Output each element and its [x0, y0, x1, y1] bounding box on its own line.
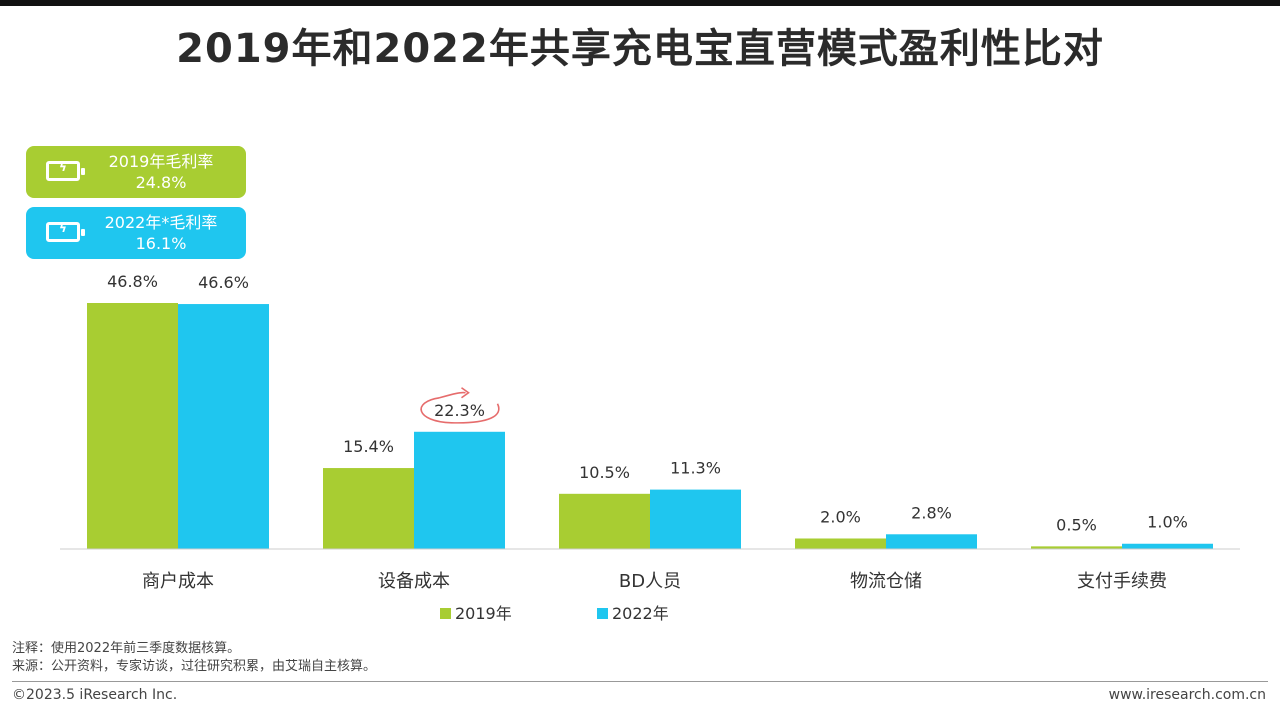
- data-label: 1.0%: [1147, 513, 1188, 532]
- page-title: 2019年和2022年共享充电宝直营模式盈利性比对: [176, 26, 1104, 72]
- badge-label: 2022年*毛利率: [104, 213, 218, 232]
- notes: 注释：使用2022年前三季度数据核算。 来源：公开资料，专家访谈，过往研究积累，…: [12, 640, 376, 676]
- bar-2022年-设备成本: [414, 431, 505, 549]
- category-label: 商户成本: [142, 571, 214, 592]
- data-label: 22.3%: [434, 401, 485, 420]
- source-line: 来源：公开资料，专家访谈，过往研究积累，由艾瑞自主核算。: [12, 659, 377, 674]
- data-label: 15.4%: [343, 437, 394, 456]
- gross-margin-2022-badge: ϟ 2022年*毛利率 16.1%: [26, 207, 246, 259]
- category-label: 设备成本: [378, 571, 450, 592]
- gross-margin-2019-badge: ϟ 2019年毛利率 24.8%: [26, 146, 246, 198]
- footer-divider: [12, 681, 1268, 682]
- bar-2022年-商户成本: [178, 304, 269, 549]
- bar-2019年-商户成本: [87, 303, 178, 549]
- bar-2019年-设备成本: [323, 468, 414, 549]
- highlight-arrow-head: [461, 387, 470, 399]
- legend-label: 2022年: [612, 604, 669, 623]
- badge-value: 16.1%: [135, 234, 187, 253]
- copyright: ©2023.5 iResearch Inc.: [12, 687, 178, 703]
- data-label: 10.5%: [579, 463, 630, 482]
- category-label: BD人员: [619, 571, 681, 592]
- top-bar: [0, 0, 1280, 6]
- category-label: 支付手续费: [1077, 571, 1167, 592]
- website-link[interactable]: www.iresearch.com.cn: [1108, 687, 1266, 703]
- legend-item-2019: 2019年: [440, 600, 512, 624]
- data-label: 0.5%: [1056, 515, 1097, 534]
- category-label: 物流仓储: [850, 571, 922, 592]
- legend-swatch-2022: [597, 608, 608, 619]
- badge-label: 2019年毛利率: [108, 152, 214, 171]
- bar-2022年-BD人员: [650, 489, 741, 549]
- highlight-arrow-stem: [439, 391, 466, 399]
- data-label: 2.0%: [820, 507, 861, 526]
- legend-item-2022: 2022年: [597, 600, 669, 624]
- battery-charging-icon: ϟ: [46, 221, 85, 242]
- bar-chart: 46.8% 46.6% 商户成本 15.4% 22.3% 设备成本 10.5% 11.3% BD…: [60, 272, 1240, 592]
- bar-2022年-支付手续费: [1122, 543, 1213, 549]
- legend-swatch-2019: [440, 608, 451, 619]
- data-label: 11.3%: [670, 459, 721, 478]
- badge-value: 24.8%: [135, 173, 187, 192]
- bar-2019年-物流仓储: [795, 538, 886, 549]
- bar-2022年-物流仓储: [886, 534, 977, 549]
- bar-2019年-支付手续费: [1031, 546, 1122, 549]
- bar-2019年-BD人员: [559, 493, 650, 549]
- note-line: 注释：使用2022年前三季度数据核算。: [12, 641, 241, 656]
- legend-label: 2019年: [455, 604, 512, 623]
- data-label: 46.8%: [107, 272, 158, 291]
- battery-charging-icon: ϟ: [46, 160, 85, 181]
- data-label: 2.8%: [911, 503, 952, 522]
- data-label: 46.6%: [198, 273, 249, 292]
- highlight-ellipse: [420, 396, 500, 424]
